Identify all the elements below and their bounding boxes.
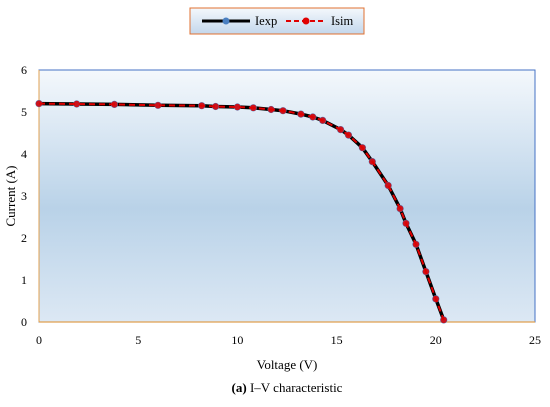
legend-item-isim: Isim [286,14,354,28]
data-point-isim [35,100,43,107]
legend-item-iexp: Iexp [202,14,277,28]
legend-marker-isim [302,17,310,25]
data-point-isim [345,131,352,139]
y-tick-label: 1 [21,273,27,287]
data-point-isim [309,113,316,121]
data-point-isim [359,144,366,151]
legend-label-isim: Isim [331,14,354,28]
legend-marker-iexp [222,17,230,25]
data-point-isim [250,104,257,112]
figure-caption: (a) I–V characteristic [232,380,343,395]
caption-label: (a) [232,380,247,395]
data-point-isim [279,107,287,114]
data-point-isim [319,117,326,124]
y-tick-label: 5 [21,105,27,119]
data-point-isim [198,102,205,109]
x-tick-label: 10 [231,333,243,347]
data-point-isim [267,106,275,113]
x-tick-label: 0 [36,333,42,347]
x-tick-label: 25 [529,333,541,347]
y-tick-label: 4 [21,147,27,161]
y-tick-label: 3 [21,189,27,203]
data-point-isim [337,126,344,133]
legend-label-iexp: Iexp [255,14,277,28]
x-tick-label: 15 [331,333,343,347]
data-point-isim [412,241,420,248]
y-tick-labels: 0 1 2 3 4 5 6 [21,63,27,329]
data-point-isim [396,205,404,212]
data-point-isim [111,101,118,108]
x-tick-labels: 0 5 10 15 20 25 [36,333,541,347]
data-point-isim [234,103,241,111]
data-point-isim [432,295,439,303]
x-tick-label: 20 [430,333,442,347]
y-tick-label: 0 [21,315,27,329]
x-axis-label: Voltage (V) [257,357,318,372]
x-tick-label: 5 [135,333,141,347]
series-line-isim [38,102,445,321]
data-point-isim [422,268,430,275]
data-point-isim [212,103,219,110]
data-point-isim [369,158,376,165]
y-tick-label: 6 [21,63,27,77]
series-layer [35,100,448,324]
data-point-isim [297,110,305,118]
caption-text: I–V characteristic [247,380,343,395]
y-axis-label: Current (A) [3,165,18,226]
y-tick-label: 2 [21,231,27,245]
data-point-isim [154,102,162,109]
data-point-isim [73,100,80,108]
series-isim [35,100,447,324]
legend: Iexp Isim [189,7,365,35]
data-point-isim [440,316,447,324]
data-point-isim [402,220,410,227]
data-point-isim [385,182,392,189]
